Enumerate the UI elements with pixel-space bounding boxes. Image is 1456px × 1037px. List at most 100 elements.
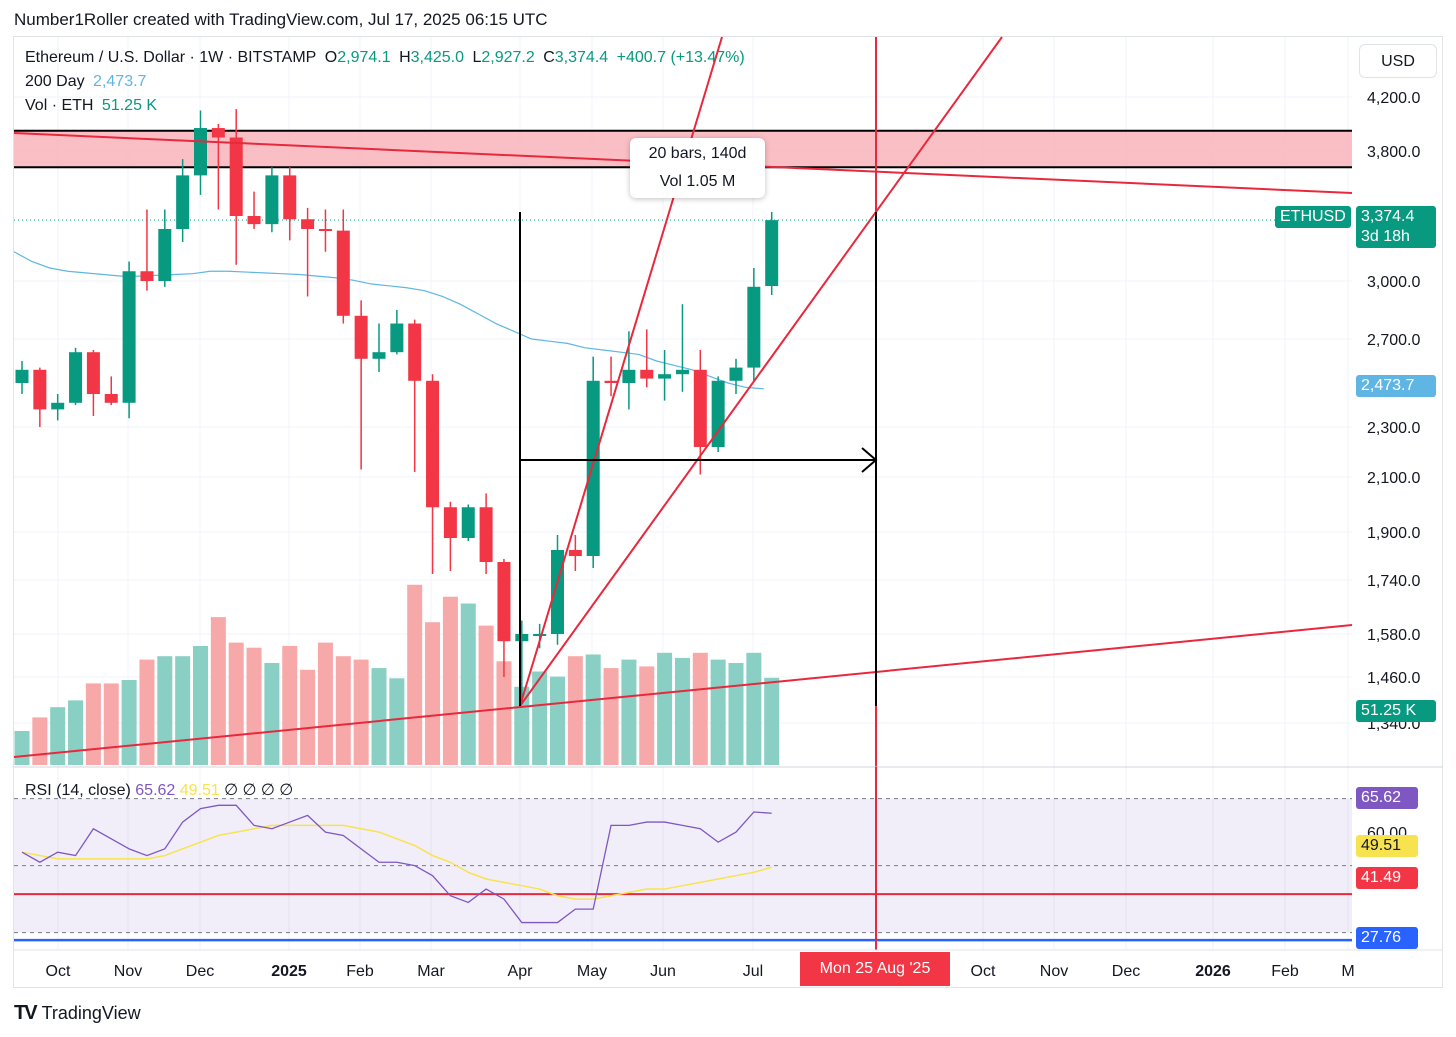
volume-bar-37 [674, 657, 690, 765]
volume-bar-38 [692, 652, 708, 765]
x-tick-label-10: Oct [971, 963, 996, 980]
candle-body-0 [15, 369, 29, 383]
candle-41 [747, 268, 761, 381]
candle-body-1 [33, 369, 47, 410]
x-tick-label-4: Feb [346, 963, 374, 980]
candle-2 [51, 394, 65, 421]
x-tick-label-12: Dec [1112, 963, 1140, 980]
volume-bar-14 [264, 663, 280, 765]
candle-6 [122, 261, 136, 419]
candle-body-3 [69, 352, 83, 403]
candle-23 [426, 374, 440, 574]
volume-bar-27 [496, 661, 512, 765]
rsi-legend[interactable]: RSI (14, close) 65.62 49.51 ∅ ∅ ∅ ∅ [25, 780, 293, 800]
volume-bar-15 [282, 646, 298, 765]
candle-body-8 [158, 229, 172, 281]
bar-countdown: 3d 18h [1361, 228, 1410, 245]
candle-body-22 [408, 323, 422, 381]
rsi-level-tag-upper: 41.49 [1356, 867, 1418, 889]
candle-body-42 [765, 220, 779, 287]
low-label: L [472, 49, 482, 66]
candle-0 [15, 361, 29, 394]
rsi-value: 65.62 [135, 782, 176, 799]
currency-selector[interactable]: USD [1359, 44, 1437, 78]
x-tick-label-6: Apr [508, 963, 534, 980]
candle-24 [443, 501, 457, 571]
x-tick-label-14: Feb [1271, 963, 1299, 980]
symbol-legend[interactable]: Ethereum / U.S. Dollar · 1W · BITSTAMP O… [25, 49, 749, 67]
volume-bar-31 [567, 656, 583, 765]
close-label: C [543, 49, 555, 66]
volume-bar-21 [389, 678, 405, 765]
x-tick-label-11: Nov [1040, 963, 1068, 980]
measure-volume: Vol 1.05 M [659, 173, 736, 190]
candle-4 [86, 350, 100, 416]
volume-bar-39 [710, 659, 726, 765]
candle-body-12 [229, 137, 243, 216]
candle-body-30 [551, 550, 564, 634]
candle-42 [765, 211, 779, 296]
candle-body-34 [622, 369, 636, 383]
volume-value: 51.25 K [101, 97, 158, 114]
candle-22 [408, 319, 422, 472]
candle-16 [301, 207, 315, 297]
rsi-ma-line [21, 824, 772, 900]
candle-body-32 [586, 380, 600, 556]
candle-body-17 [318, 229, 332, 231]
volume-bar-33 [603, 668, 619, 765]
candle-10 [194, 110, 207, 195]
volume-bar-30 [550, 676, 565, 765]
volume-bar-16 [300, 669, 316, 765]
candle-33 [604, 356, 618, 397]
ma-200-line [13, 251, 764, 390]
volume-bar-35 [639, 666, 655, 765]
chart-frame[interactable] [13, 36, 1443, 988]
volume-bar-17 [317, 642, 333, 765]
x-tick-label-15: M [1341, 963, 1354, 980]
y-tick-label-9: 1,460.0 [1367, 670, 1420, 687]
x-tick-label-7: May [577, 963, 607, 980]
projection-date-tag: Mon 25 Aug '25 [800, 952, 950, 986]
candle-12 [229, 109, 243, 265]
volume-bar-13 [246, 647, 262, 765]
tradingview-logo-text: TradingView [41, 1003, 141, 1023]
high-value: 3,425.0 [410, 49, 465, 66]
candle-36 [658, 350, 672, 401]
candle-body-26 [479, 507, 493, 562]
candlesticks [15, 109, 779, 704]
candle-body-36 [658, 374, 672, 379]
ma-legend[interactable]: 200 Day 2,473.7 [25, 73, 150, 91]
candle-3 [69, 347, 83, 405]
candle-body-38 [693, 369, 707, 447]
candle-body-40 [729, 367, 743, 381]
x-tick-label-5: Mar [417, 963, 445, 980]
ma-200-path [13, 251, 764, 390]
last-price-tag: 3,374.4 3d 18h [1356, 206, 1436, 248]
candle-body-41 [747, 286, 761, 368]
volume-bar-11 [210, 617, 226, 765]
rsi-label: RSI (14, close) [25, 782, 131, 799]
candle-body-31 [568, 550, 582, 556]
y-tick-label-5: 2,100.0 [1367, 470, 1420, 487]
candle-5 [104, 376, 118, 405]
candle-body-2 [51, 402, 65, 410]
change-value: +400.7 (+13.47%) [616, 49, 745, 66]
volume-bar-18 [335, 656, 351, 765]
candle-40 [729, 358, 743, 394]
volume-label: Vol · ETH [25, 97, 94, 114]
volume-legend[interactable]: Vol · ETH 51.25 K [25, 97, 161, 115]
ma-price-tag: 2,473.7 [1356, 375, 1436, 397]
candle-body-20 [372, 352, 386, 359]
tradingview-logo[interactable]: TV TradingView [14, 1002, 141, 1025]
x-tick-label-3: 2025 [271, 963, 307, 980]
rsi-line [21, 804, 772, 924]
candle-body-13 [247, 216, 261, 225]
y-tick-label-4: 2,300.0 [1367, 420, 1420, 437]
ma-value: 2,473.7 [93, 73, 147, 90]
candle-body-16 [301, 219, 315, 229]
measure-arrowhead [861, 447, 878, 473]
y-tick-label-2: 3,000.0 [1367, 274, 1420, 291]
candle-31 [568, 535, 582, 571]
volume-bar-22 [407, 584, 423, 765]
